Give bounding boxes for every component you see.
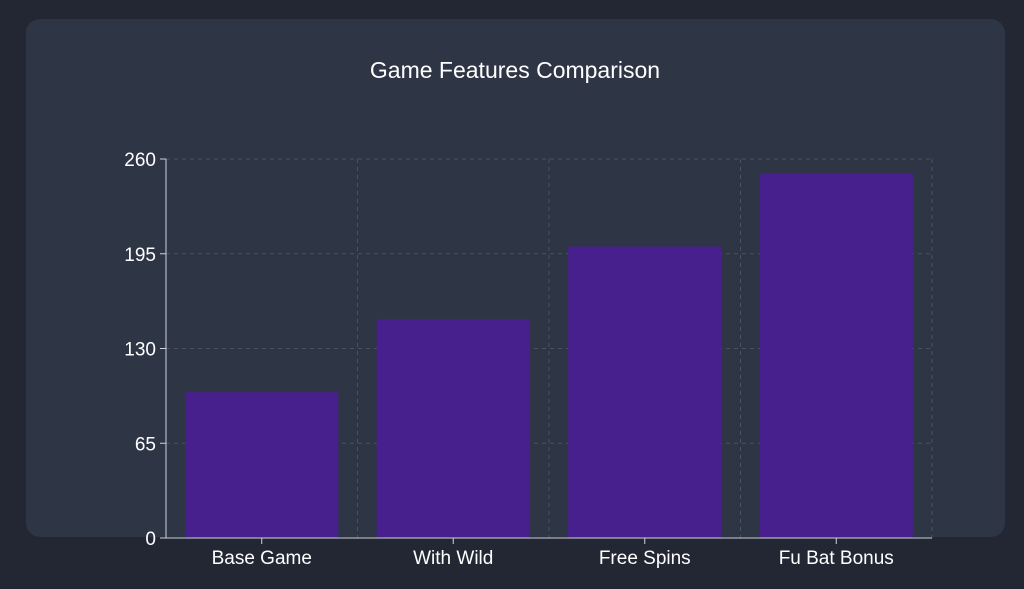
- tick-labels: 0 65 130 195 260 Base Game With Wild Free Spins…: [124, 150, 894, 569]
- bar-fu-bat-bonus: [759, 173, 913, 539]
- chart-title: Game Features Comparison: [369, 57, 661, 83]
- x-tick-label: Base Game: [212, 548, 312, 569]
- bar-free-spins: [568, 246, 722, 538]
- x-tick-label: Fu Bat Bonus: [779, 548, 894, 569]
- x-tick-label: With Wild: [413, 548, 493, 569]
- y-tick-label: 0: [145, 529, 156, 550]
- axes: [160, 158, 932, 544]
- y-tick-label: 260: [124, 150, 156, 171]
- bars: [185, 173, 913, 539]
- y-tick-label: 195: [124, 245, 156, 266]
- x-tick-label: Free Spins: [599, 548, 691, 569]
- y-tick-label: 65: [135, 434, 156, 455]
- y-tick-label: 130: [124, 340, 156, 361]
- bar-with-wild: [376, 319, 530, 538]
- bar-base-game: [185, 392, 339, 538]
- grid-lines: [166, 158, 933, 538]
